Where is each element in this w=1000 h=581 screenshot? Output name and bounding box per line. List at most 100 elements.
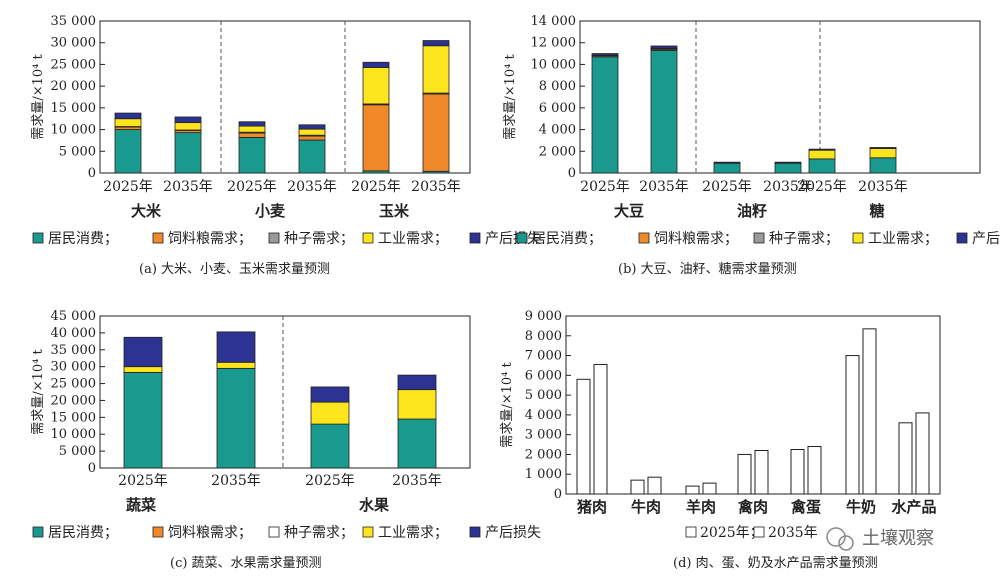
bar <box>647 476 662 495</box>
legend-swatch <box>852 232 864 244</box>
legend-label: 饲料粮需求； <box>168 231 252 247</box>
watermark: 土壤观察 <box>826 527 934 551</box>
x-tick-label: 2025年 <box>227 179 277 195</box>
bar <box>898 422 913 495</box>
y-tick-label: 30 000 <box>51 36 97 51</box>
plot-frame <box>99 20 471 174</box>
legend-swatch <box>152 232 164 244</box>
plot-frame <box>565 315 941 495</box>
legend-label: 工业需求； <box>378 231 448 247</box>
bar <box>790 449 805 495</box>
y-tick-label: 25 000 <box>51 377 97 392</box>
legend-label: 居民消费； <box>48 231 118 247</box>
bar-segment <box>310 401 350 425</box>
legend-label: 产后损失 <box>485 525 541 541</box>
legend-swatch <box>685 526 697 538</box>
y-tick-label: 2 000 <box>525 447 562 462</box>
y-tick-label: 3 000 <box>525 428 562 443</box>
bar-segment <box>362 104 390 172</box>
bar-segment <box>808 158 836 174</box>
y-tick-label: 45 000 <box>51 309 97 324</box>
y-tick-label: 20 000 <box>51 79 97 94</box>
x-tick-label: 2025年 <box>305 473 355 489</box>
bar-segment <box>238 121 266 127</box>
x-tick-label: 2025年 <box>351 179 401 195</box>
bar-segment <box>869 147 897 149</box>
legend-swatch <box>638 232 650 244</box>
chart-panel-3: 0 1 000 2 000 3 000 4 000 5 000 6 000 7 000 8 00… <box>500 309 941 571</box>
y-tick-label: 35 000 <box>51 343 97 358</box>
group-label: 蔬菜 <box>126 496 156 514</box>
chart-panel-0: 0 5 000 10 000 15 000 20 000 25 000 30 000 35 0… <box>31 14 541 277</box>
y-tick-label: 6 000 <box>525 368 562 383</box>
x-tick-label: 2035年 <box>392 473 442 489</box>
legend-swatch <box>32 232 44 244</box>
y-tick-label: 0 <box>88 461 96 476</box>
bar-segment <box>774 161 802 164</box>
group-label: 糖 <box>869 202 884 220</box>
bar-segment <box>114 129 142 174</box>
group-label: 水果 <box>359 496 390 514</box>
group-label: 玉米 <box>379 202 410 220</box>
legend-label: 种子需求； <box>284 525 354 541</box>
y-axis-label: 需求量/×10⁴ t <box>31 54 46 140</box>
bar <box>593 363 608 495</box>
bar-segment <box>397 374 437 391</box>
bar <box>685 485 700 495</box>
bar-segment <box>650 49 678 174</box>
bar-segment <box>422 93 450 172</box>
bar <box>754 449 769 495</box>
legend-swatch <box>469 232 481 244</box>
legend-swatch <box>268 526 280 538</box>
bar-segment <box>114 112 142 120</box>
legend-label: 饲料粮需求； <box>168 525 252 541</box>
bar-segment <box>310 423 350 469</box>
y-tick-label: 10 000 <box>531 57 577 72</box>
y-tick-label: 7 000 <box>525 349 562 364</box>
bar-segment <box>808 148 836 151</box>
bar-segment <box>869 157 897 174</box>
bar-segment <box>238 132 266 138</box>
bar-segment <box>114 118 142 127</box>
bar-segment <box>869 148 897 159</box>
bar <box>807 446 822 495</box>
bar-segment <box>591 56 619 174</box>
y-tick-label: 4 000 <box>539 123 576 138</box>
x-tick-label: 禽蛋 <box>790 498 821 516</box>
legend-label: 居民消费； <box>532 231 602 247</box>
x-tick-label: 禽肉 <box>737 498 768 516</box>
bar-segment <box>362 67 390 105</box>
y-tick-label: 2 000 <box>539 144 576 159</box>
panel-caption: (d) 肉、蛋、奶及水产品需求量预测 <box>673 556 878 571</box>
y-tick-label: 12 000 <box>531 36 577 51</box>
bar-segment <box>298 124 326 130</box>
legend-swatch <box>469 526 481 538</box>
x-tick-label: 2025年 <box>797 179 847 195</box>
y-axis-label: 需求量/×10⁴ t <box>500 362 515 448</box>
x-tick-label: 2025年 <box>103 179 153 195</box>
legend-label: 种子需求； <box>769 231 839 247</box>
bar-segment <box>238 136 266 174</box>
legend-swatch <box>753 232 765 244</box>
bar-segment <box>298 135 326 141</box>
bar-segment <box>591 53 619 56</box>
y-tick-label: 8 000 <box>525 329 562 344</box>
group-label: 大豆 <box>614 202 644 220</box>
bar <box>737 453 752 495</box>
x-tick-label: 2035年 <box>163 179 213 195</box>
bar-segment <box>397 389 437 420</box>
bar <box>915 412 930 495</box>
bar-segment <box>174 132 202 174</box>
legend-label: 工业需求； <box>378 525 448 541</box>
legend-swatch <box>268 232 280 244</box>
x-tick-label: 牛奶 <box>846 498 876 516</box>
bar-segment <box>298 128 326 136</box>
bar-segment <box>174 122 202 131</box>
bar-segment <box>713 162 741 174</box>
x-tick-label: 2035年 <box>763 179 813 195</box>
y-tick-label: 25 000 <box>51 57 97 72</box>
x-tick-label: 2025年 <box>118 473 168 489</box>
bar <box>702 482 717 495</box>
